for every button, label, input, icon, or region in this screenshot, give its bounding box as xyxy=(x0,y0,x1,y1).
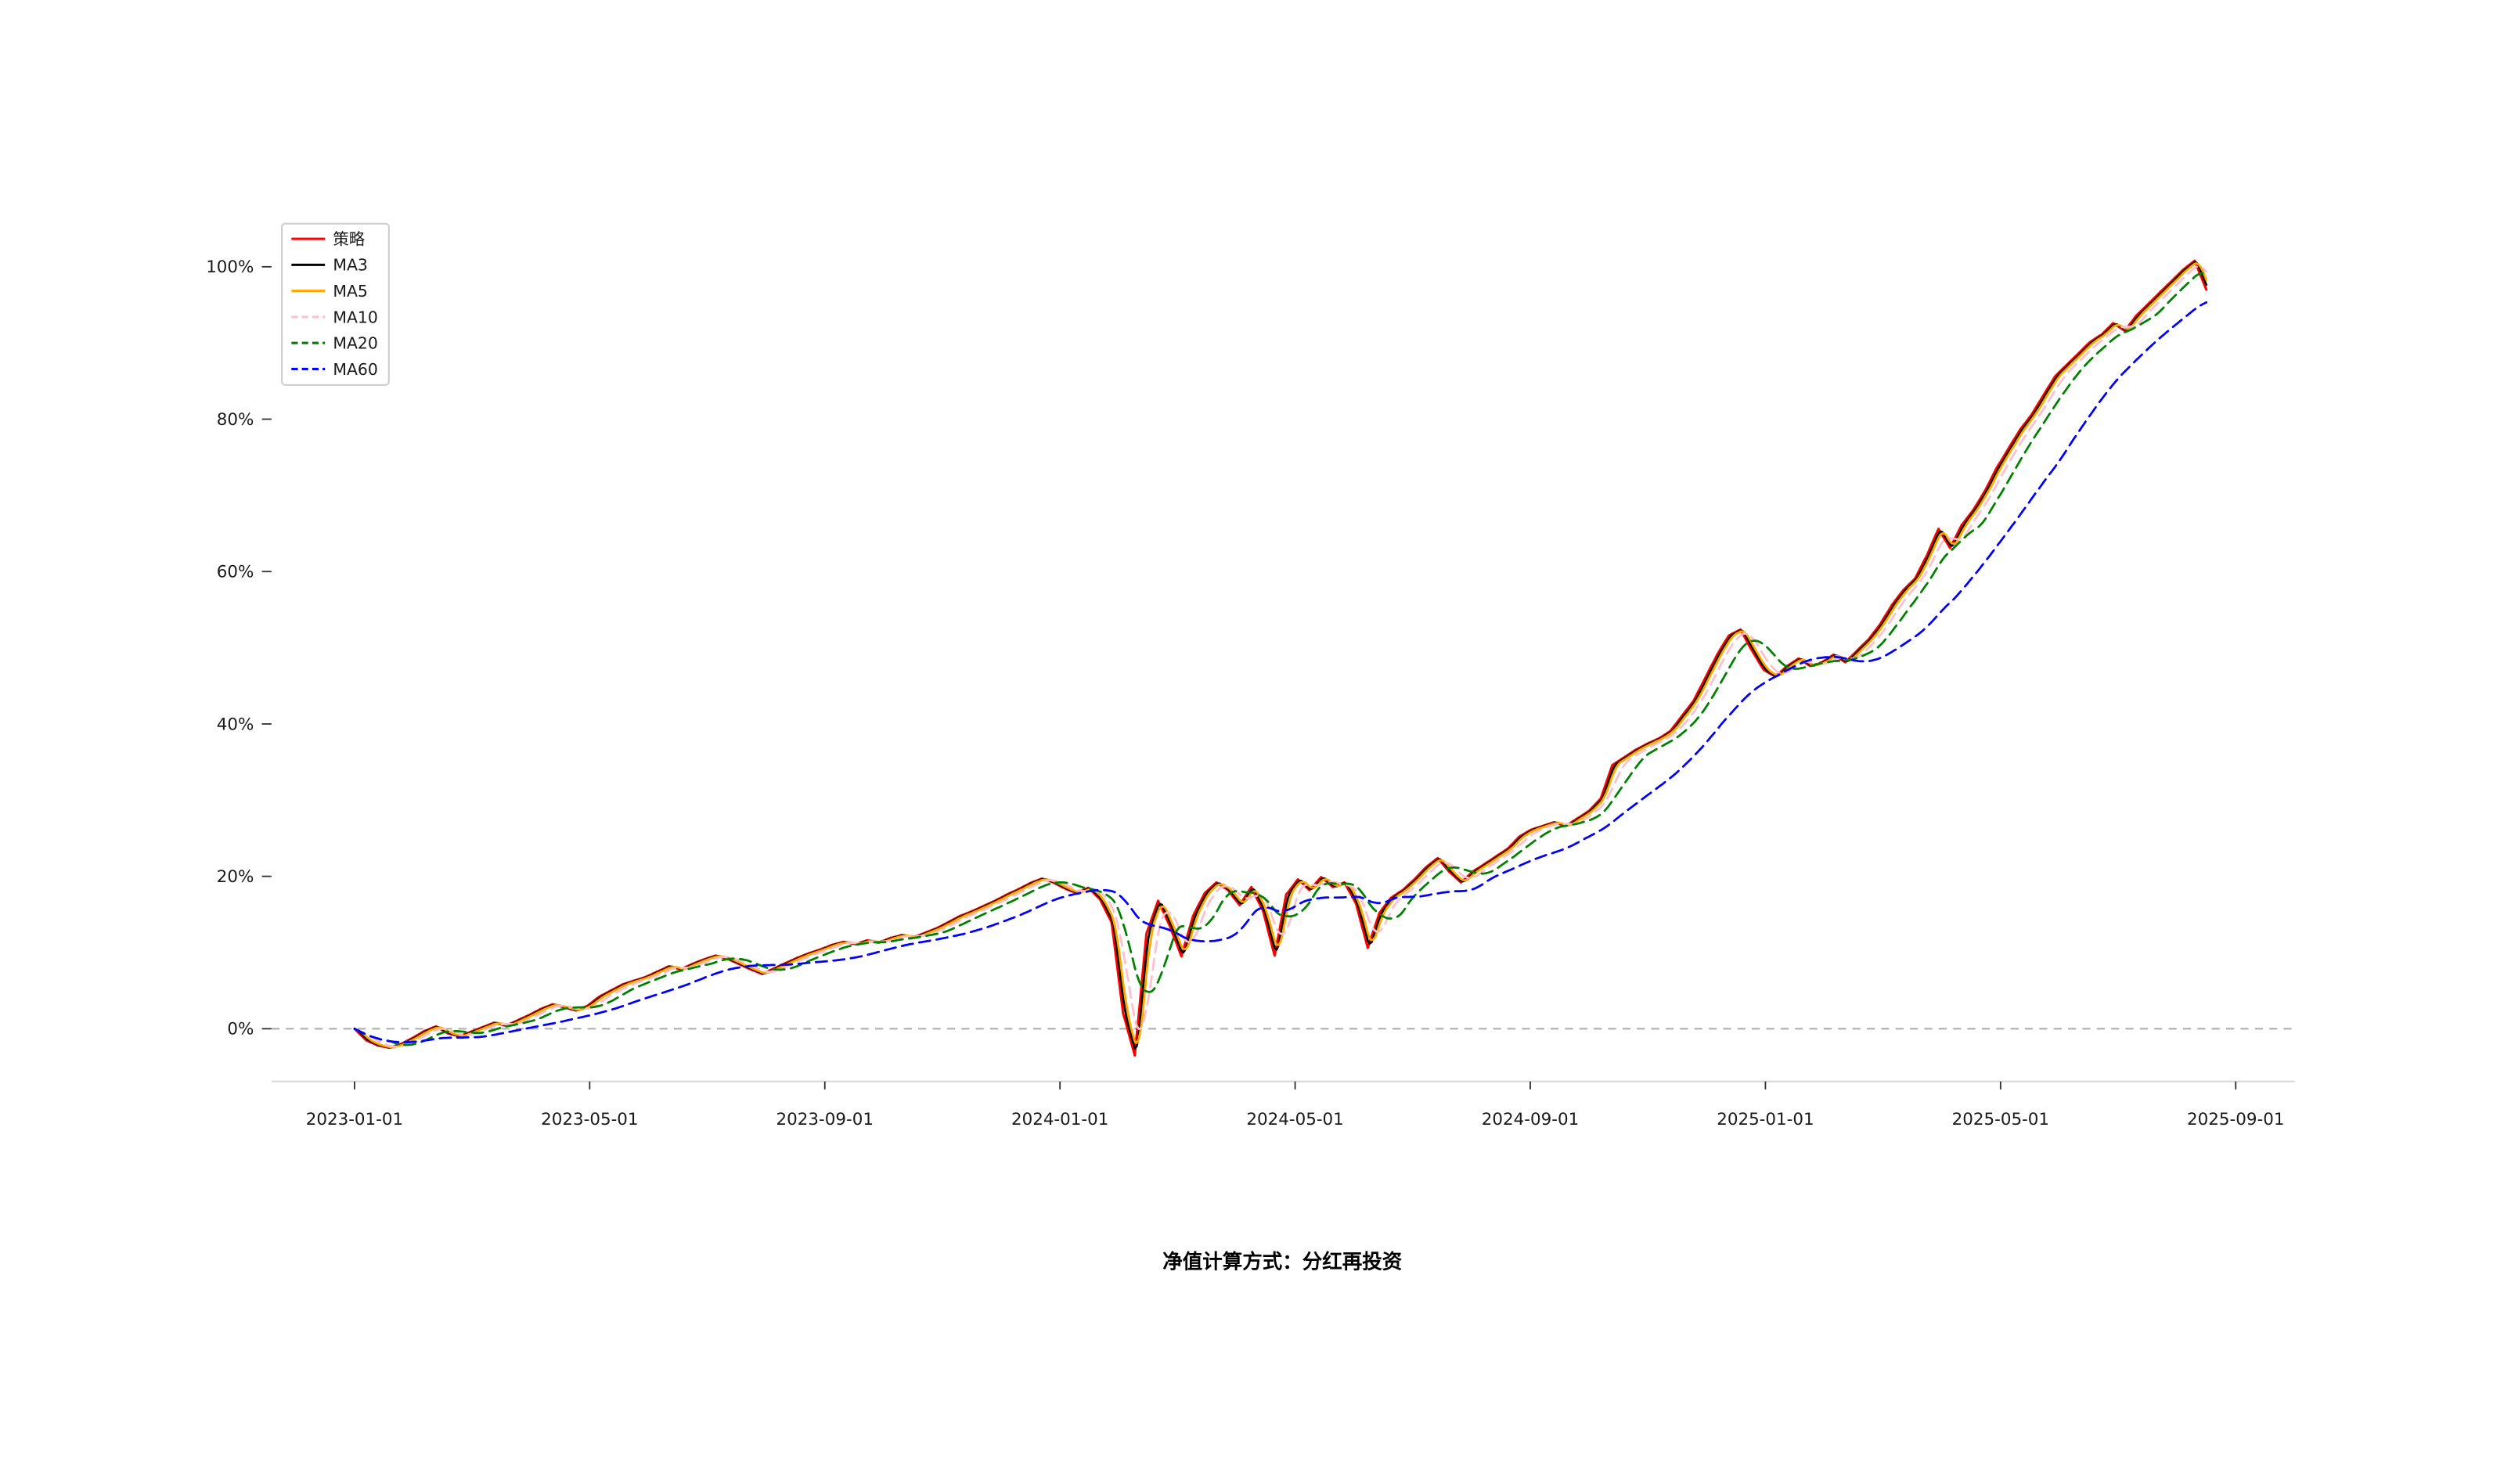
axes-layer: 0% 20% 40% 60% 80% 100% 2023-01-01 2023-05-01 20… xyxy=(206,258,2295,1129)
x-tick-label: 2024-05-01 xyxy=(1246,1110,1343,1129)
series-line-ma10 xyxy=(353,265,2208,1048)
y-tick-label: 60% xyxy=(217,563,254,582)
legend-label-strategy: 策略 xyxy=(333,229,365,248)
legend-label-ma20: MA20 xyxy=(333,334,377,353)
legend-label-ma10: MA10 xyxy=(333,308,377,326)
legend-item-ma10: MA10 xyxy=(291,308,378,326)
legend-label-ma60: MA60 xyxy=(333,360,377,379)
x-tick-label: 2025-01-01 xyxy=(1717,1110,1814,1129)
legend: 策略 MA3 MA5 MA10 MA20 MA60 xyxy=(281,222,390,386)
x-tick-label: 2025-09-01 xyxy=(2187,1110,2284,1129)
x-tick-label: 2024-01-01 xyxy=(1011,1110,1108,1129)
x-tick-label: 2023-01-01 xyxy=(306,1110,403,1129)
legend-item-strategy: 策略 xyxy=(291,229,366,248)
legend-item-ma20: MA20 xyxy=(291,334,378,353)
x-tick-label: 2023-05-01 xyxy=(541,1110,638,1129)
y-tick-label: 20% xyxy=(217,867,254,887)
y-tick-label: 100% xyxy=(206,258,254,277)
y-tick-label: 0% xyxy=(227,1020,254,1039)
series-layer xyxy=(353,259,2208,1057)
y-tick-label: 40% xyxy=(217,715,254,734)
legend-label-ma5: MA5 xyxy=(333,282,368,301)
x-tick-label: 2025-05-01 xyxy=(1952,1110,2049,1129)
legend-item-ma5: MA5 xyxy=(291,282,368,301)
legend-label-ma3: MA3 xyxy=(333,256,368,275)
y-tick-label: 80% xyxy=(217,410,254,430)
chart-caption: 净值计算方式：分红再投资 xyxy=(1162,1250,1402,1273)
x-tick-label: 2023-09-01 xyxy=(776,1110,874,1129)
series-line-ma60 xyxy=(353,301,2208,1044)
series-line-ma20 xyxy=(353,272,2208,1046)
series-line-ma3 xyxy=(353,261,2208,1050)
series-line-ma5 xyxy=(353,262,2208,1049)
legend-item-ma60: MA60 xyxy=(291,360,378,379)
legend-item-ma3: MA3 xyxy=(291,256,368,275)
x-tick-label: 2024-09-01 xyxy=(1482,1110,1579,1129)
